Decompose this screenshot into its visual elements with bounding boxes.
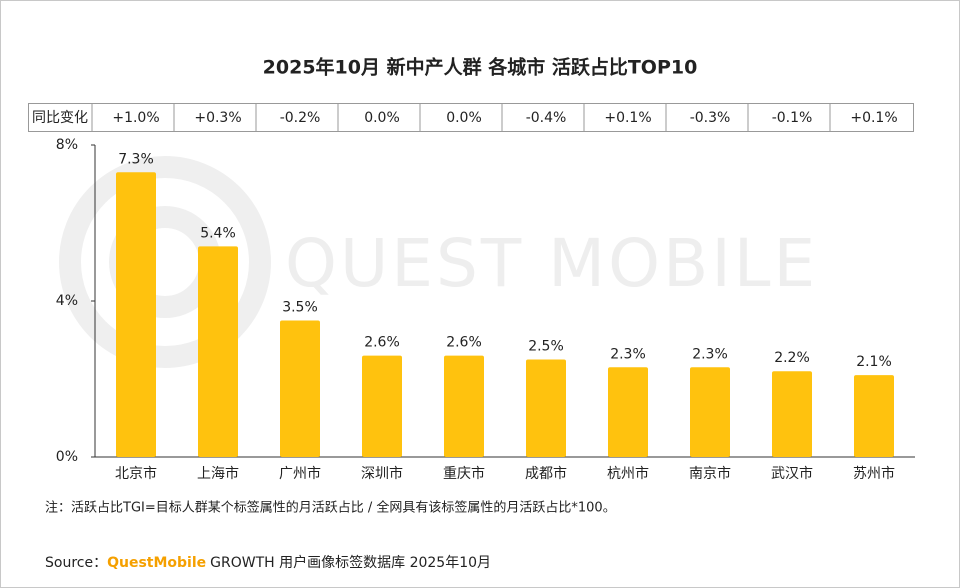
yoy-label: 同比变化	[32, 110, 88, 126]
y-tick-label: 0%	[56, 449, 78, 465]
note: 注：活跃占比TGI=目标人群某个标签属性的月活跃占比 / 全网具有该标签属性的月…	[45, 500, 616, 516]
bar	[198, 246, 238, 457]
x-tick-label: 北京市	[115, 465, 157, 482]
yoy-value: -0.4%	[526, 110, 567, 126]
yoy-value: 0.0%	[446, 110, 482, 126]
source-label: Source：	[45, 555, 107, 571]
x-tick-label: 广州市	[279, 465, 321, 482]
value-label: 2.6%	[364, 335, 400, 351]
yoy-value: -0.3%	[690, 110, 731, 126]
y-tick-label: 8%	[56, 137, 78, 153]
x-tick-label: 重庆市	[443, 465, 485, 482]
source-brand: QuestMobile	[107, 555, 206, 571]
x-tick-label: 上海市	[197, 465, 239, 482]
value-label: 3.5%	[282, 300, 318, 316]
bar	[772, 371, 812, 457]
bar	[690, 367, 730, 457]
bar	[280, 320, 320, 457]
x-tick-label: 苏州市	[853, 465, 895, 482]
yoy-value: +0.3%	[194, 110, 241, 126]
yoy-value: -0.2%	[280, 110, 321, 126]
bar	[526, 359, 566, 457]
chart-title: 2025年10月 新中产人群 各城市 活跃占比TOP10	[263, 56, 698, 79]
yoy-value: -0.1%	[772, 110, 813, 126]
bar	[444, 355, 484, 457]
x-tick-label: 成都市	[525, 465, 567, 482]
source-text: GROWTH 用户画像标签数据库 2025年10月	[210, 554, 491, 571]
x-tick-label: 深圳市	[361, 465, 403, 482]
bar	[362, 355, 402, 457]
yoy-value: +0.1%	[850, 110, 897, 126]
value-label: 2.3%	[610, 346, 646, 362]
bar	[608, 367, 648, 457]
x-tick-label: 南京市	[689, 465, 731, 482]
yoy-table	[28, 103, 914, 132]
y-tick-label: 4%	[56, 293, 78, 309]
value-label: 7.3%	[118, 151, 154, 167]
yoy-value: 0.0%	[364, 110, 400, 126]
x-tick-label: 杭州市	[607, 465, 649, 482]
source: Source：QuestMobile GROWTH 用户画像标签数据库 2025年…	[45, 554, 491, 571]
bar	[116, 172, 156, 458]
value-label: 2.2%	[774, 350, 810, 366]
yoy-value: +0.1%	[604, 110, 651, 126]
watermark: QUEST MOBILE	[285, 225, 818, 302]
value-label: 2.1%	[856, 354, 892, 370]
value-label: 2.3%	[692, 346, 728, 362]
value-label: 2.5%	[528, 339, 564, 355]
bar	[854, 375, 894, 457]
value-label: 5.4%	[200, 225, 236, 241]
value-label: 2.6%	[446, 335, 482, 351]
yoy-value: +1.0%	[112, 110, 159, 126]
x-tick-label: 武汉市	[771, 465, 813, 482]
